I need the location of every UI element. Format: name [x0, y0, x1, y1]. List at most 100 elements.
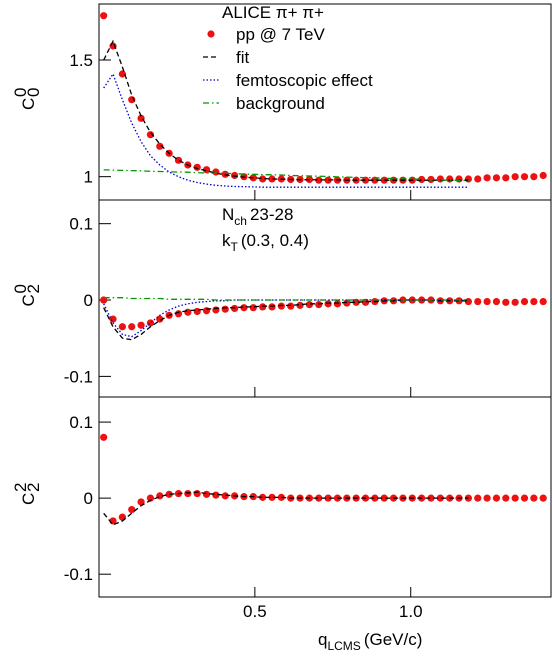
- data-point: [492, 494, 501, 502]
- annotation-base: k: [222, 231, 231, 250]
- legend-label: background: [236, 94, 325, 113]
- data-point: [259, 175, 267, 183]
- data-point: [118, 70, 126, 78]
- data-point: [520, 297, 529, 306]
- plot-area: [100, 296, 547, 341]
- x-tick-label: 0.5: [243, 602, 267, 621]
- legend-label: pp @ 7 TeV: [236, 25, 325, 44]
- data-point: [483, 494, 491, 502]
- curve: [103, 491, 469, 526]
- x-axis-label: qLCMS (GeV/c): [318, 630, 422, 653]
- data-point: [268, 493, 276, 501]
- data-point: [231, 171, 239, 180]
- data-point: [511, 298, 519, 306]
- data-point: [315, 176, 323, 184]
- data-point: [427, 494, 435, 502]
- legend-label: fit: [236, 48, 250, 67]
- annotation-sub: T: [231, 240, 239, 254]
- data-point: [418, 296, 426, 304]
- x-tick-label: 1.0: [399, 602, 423, 621]
- annotation: kT (0.3, 0.4): [222, 231, 309, 254]
- y-axis-label: C00: [11, 88, 43, 110]
- y-tick-label: -0.1: [64, 367, 93, 386]
- y-tick-label: 0.1: [69, 413, 93, 432]
- panel-frame: [98, 3, 552, 201]
- data-point: [212, 491, 220, 499]
- panel-frame: [98, 396, 552, 598]
- data-point: [100, 12, 108, 20]
- y-tick-label: 0: [84, 489, 93, 508]
- data-point: [193, 489, 201, 498]
- data-point: [455, 175, 463, 183]
- data-point: [483, 174, 491, 182]
- data-point: [530, 297, 538, 306]
- y-label-sub: 0: [24, 88, 43, 97]
- curve: [103, 299, 469, 341]
- data-point: [502, 174, 510, 182]
- data-point: [455, 297, 463, 305]
- data-point: [287, 302, 295, 310]
- x-axis-label-rest: (GeV/c): [364, 630, 423, 649]
- data-point: [474, 494, 482, 502]
- y-axis-label: C02: [11, 284, 43, 306]
- data-point: [184, 308, 192, 316]
- data-point: [361, 176, 370, 184]
- data-point: [380, 176, 388, 184]
- y-tick-label: -0.1: [64, 565, 93, 584]
- data-point: [202, 307, 211, 315]
- curve: [103, 72, 469, 188]
- data-point: [193, 307, 201, 316]
- data-point: [118, 323, 126, 331]
- data-point: [221, 305, 229, 313]
- data-point: [231, 304, 239, 313]
- data-point: [464, 297, 472, 306]
- annotation-rest: (0.3, 0.4): [241, 231, 309, 250]
- data-point: [259, 303, 267, 311]
- y-axis-label: C22: [11, 483, 43, 505]
- y-label-sup: 0: [11, 284, 30, 293]
- data-point: [324, 176, 332, 184]
- legend-label: femtoscopic effect: [236, 71, 373, 90]
- data-point: [156, 142, 164, 150]
- y-tick-label: 1.5: [69, 51, 93, 70]
- data-point: [539, 297, 547, 306]
- data-point: [502, 298, 510, 306]
- data-point: [380, 494, 388, 502]
- data-point: [146, 131, 155, 139]
- data-point: [324, 300, 332, 308]
- annotation-sub: ch: [234, 214, 247, 228]
- data-point: [165, 490, 173, 498]
- data-point: [520, 173, 529, 181]
- data-point: [446, 175, 454, 183]
- data-point: [184, 489, 192, 498]
- y-label-sub: 2: [24, 483, 43, 492]
- annotation-rest: 23-28: [250, 205, 293, 224]
- data-point: [128, 505, 136, 514]
- data-point: [109, 315, 117, 323]
- data-point: [146, 319, 155, 327]
- data-point: [511, 173, 519, 181]
- data-point: [137, 498, 145, 506]
- y-tick-label: 0.1: [69, 215, 93, 234]
- x-axis-label-sub: LCMS: [327, 639, 360, 653]
- data-point: [333, 300, 342, 308]
- data-point: [474, 175, 482, 183]
- data-point: [539, 171, 547, 180]
- data-point: [511, 494, 519, 502]
- data-point: [305, 301, 314, 309]
- x-axis-label-base: q: [318, 630, 327, 649]
- data-point: [436, 494, 444, 502]
- data-point: [464, 175, 472, 183]
- data-point: [305, 175, 314, 184]
- plot-area: [100, 433, 547, 526]
- data-point: [315, 494, 323, 502]
- data-point: [212, 306, 220, 314]
- data-point: [146, 494, 155, 502]
- data-point: [268, 303, 276, 311]
- legend-title: ALICE π+ π+: [222, 3, 324, 22]
- data-point: [530, 173, 538, 181]
- data-point: [324, 494, 332, 502]
- data-point: [418, 175, 426, 184]
- data-point: [539, 494, 547, 502]
- annotation: Nch 23-28: [222, 205, 293, 228]
